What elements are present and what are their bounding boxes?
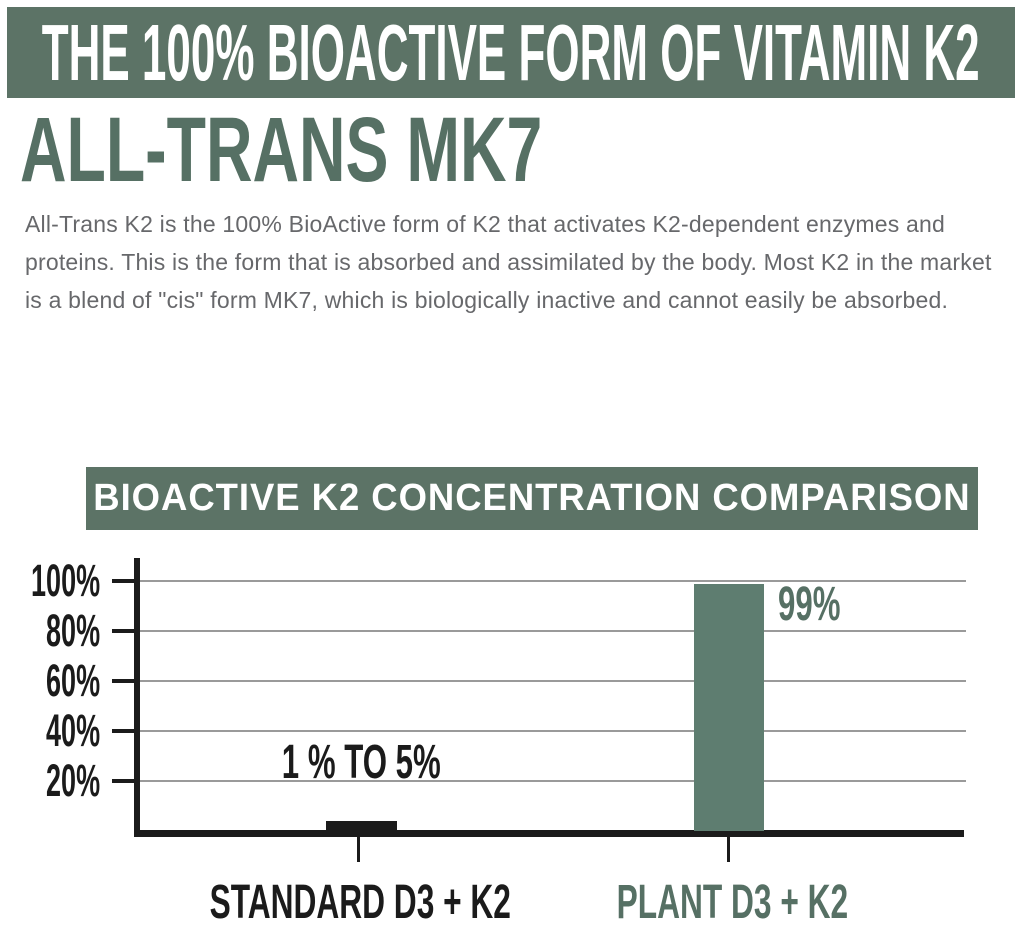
intro-paragraph: All-Trans K2 is the 100% BioActive form … — [25, 205, 1005, 319]
y-label-20: 20% — [45, 754, 100, 806]
y-tick-100 — [112, 579, 138, 583]
category-label-plant-text: PLANT D3 + K2 — [616, 876, 848, 925]
gridline-100 — [138, 580, 966, 582]
x-tick-plant — [727, 837, 730, 862]
y-axis-label: 40% — [0, 704, 100, 756]
gridline-60 — [138, 680, 966, 682]
gridline-80 — [138, 630, 966, 632]
bar-standard-d3-k2 — [326, 821, 397, 831]
value-label-plant: 99% — [778, 578, 998, 631]
value-label-standard: 1 % TO 5% — [211, 736, 511, 789]
top-banner: THE 100% BIOACTIVE FORM OF VITAMIN K2 — [7, 7, 1015, 98]
y-axis-label: 80% — [0, 604, 100, 656]
y-tick-20 — [112, 779, 138, 783]
bar-plant-d3-k2 — [694, 583, 764, 831]
y-axis-line — [134, 558, 140, 832]
category-label-plant: PLANT D3 + K2 — [532, 876, 932, 925]
category-label-standard: STANDARD D3 + K2 — [160, 876, 560, 925]
main-heading: ALL-TRANS MK7 — [20, 99, 766, 201]
gridline-40 — [138, 730, 966, 732]
y-label-40: 40% — [45, 704, 100, 756]
intro-paragraph-text: All-Trans K2 is the 100% BioActive form … — [25, 211, 992, 313]
y-axis-label: 100% — [0, 554, 100, 606]
y-label-100: 100% — [30, 554, 100, 606]
main-heading-text: ALL-TRANS MK7 — [20, 99, 543, 201]
value-label-standard-text: 1 % TO 5% — [281, 736, 441, 789]
chart-title-banner: BIOACTIVE K2 CONCENTRATION COMPARISON — [86, 467, 978, 530]
y-axis-label: 20% — [0, 754, 100, 806]
category-label-standard-text: STANDARD D3 + K2 — [209, 876, 511, 925]
y-label-60: 60% — [45, 654, 100, 706]
y-tick-80 — [112, 629, 138, 633]
y-tick-40 — [112, 729, 138, 733]
chart-title: BIOACTIVE K2 CONCENTRATION COMPARISON — [93, 477, 971, 519]
x-tick-standard — [357, 837, 360, 862]
gridline-20 — [138, 780, 966, 782]
y-label-80: 80% — [45, 604, 100, 656]
value-label-plant-text: 99% — [778, 578, 841, 631]
bar-chart: 100% 80% 60% 40% 20% 1 % TO 5% 99% STAND… — [0, 550, 1024, 925]
y-tick-60 — [112, 679, 138, 683]
top-banner-title: THE 100% BIOACTIVE FORM OF VITAMIN K2 — [42, 7, 980, 97]
y-axis-label: 60% — [0, 654, 100, 706]
x-axis-line — [134, 830, 964, 837]
